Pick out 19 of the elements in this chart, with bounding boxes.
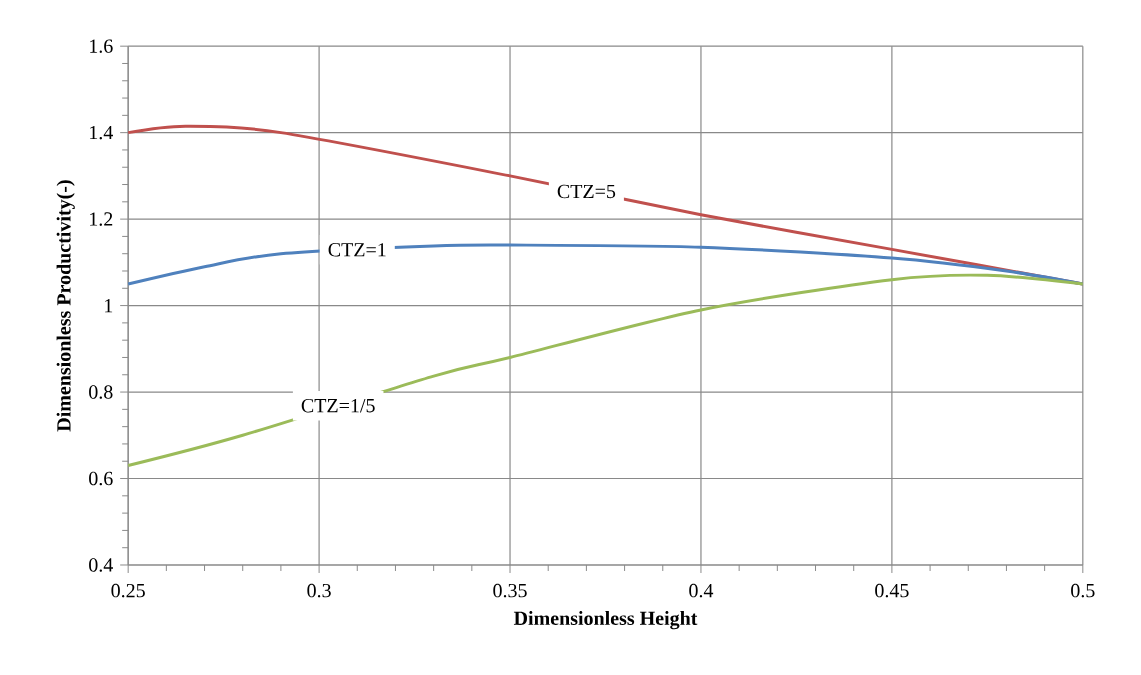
- line-series: [126, 273, 1085, 467]
- y-axis-title: Dimensionless Productivity(-): [56, 180, 75, 432]
- x-tick-label: 0.45: [875, 583, 909, 598]
- y-tick-label: 0.8: [89, 385, 113, 399]
- x-axis-title: Dimensionless Height: [513, 610, 698, 630]
- series-label: CTZ=5: [557, 184, 616, 199]
- y-tick-label: 1.2: [90, 212, 113, 226]
- x-tick-label: 0.5: [1071, 583, 1095, 598]
- x-tick-label: 0.4: [689, 583, 714, 598]
- y-tick-label: 1.4: [90, 125, 113, 140]
- series-label: CTZ=1: [328, 243, 386, 257]
- x-tick-label: 0.35: [493, 583, 527, 598]
- x-tick-label: 0.3: [307, 583, 331, 598]
- y-tick-label: 0.4: [89, 558, 113, 572]
- y-tick-label: 1.6: [90, 39, 113, 53]
- y-tick-label: 1: [105, 298, 113, 313]
- y-tick-label: 0.6: [89, 471, 113, 486]
- x-tick-label: 0.25: [111, 583, 145, 598]
- series-label: CTZ=1/5: [301, 398, 375, 413]
